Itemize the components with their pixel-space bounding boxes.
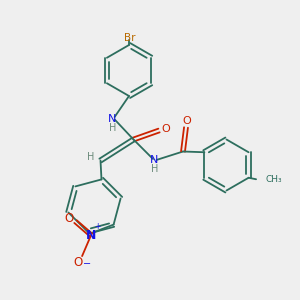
Text: +: + [94, 222, 101, 231]
Text: N: N [108, 114, 117, 124]
Text: O: O [73, 256, 82, 268]
Text: N: N [86, 229, 96, 242]
Text: Br: Br [124, 33, 135, 43]
Text: −: − [83, 259, 92, 269]
Text: H: H [151, 164, 158, 174]
Text: O: O [64, 212, 74, 225]
Text: H: H [109, 123, 116, 134]
Text: N: N [150, 155, 159, 165]
Text: O: O [182, 116, 191, 126]
Text: CH₃: CH₃ [265, 175, 282, 184]
Text: O: O [161, 124, 170, 134]
Text: H: H [87, 152, 94, 163]
